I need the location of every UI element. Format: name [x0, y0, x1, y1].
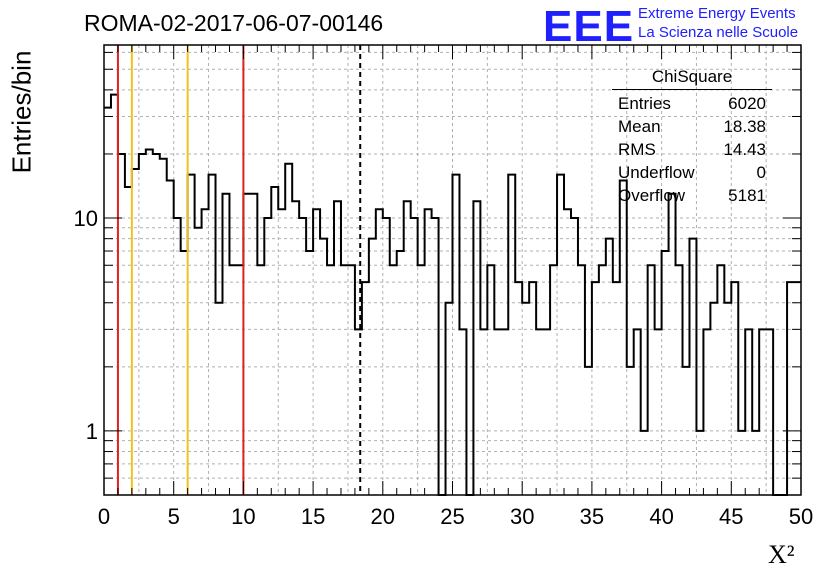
stats-value: 6020	[728, 94, 766, 113]
stats-row-rms: RMS 14.43	[612, 138, 772, 161]
stats-value: 18.38	[723, 117, 766, 136]
stats-label: Underflow	[618, 163, 695, 182]
x-tick-label: 30	[510, 504, 534, 529]
x-tick-label: 50	[789, 504, 813, 529]
stats-row-mean: Mean 18.38	[612, 115, 772, 138]
stats-row-underflow: Underflow 0	[612, 161, 772, 184]
stats-row-overflow: Overflow 5181	[612, 184, 772, 207]
y-tick-label: 1	[86, 419, 98, 444]
logo-line-2: La Scienza nelle Scuole	[638, 24, 799, 41]
x-tick-label: 15	[301, 504, 325, 529]
x-tick-label: 25	[440, 504, 464, 529]
stats-value: 0	[756, 163, 766, 182]
histogram-series	[104, 93, 801, 496]
stats-value: 5181	[728, 186, 766, 205]
x-tick-label: 10	[231, 504, 255, 529]
x-tick-label: 45	[719, 504, 743, 529]
y-tick-label: 10	[74, 206, 98, 231]
x-axis-label: X²	[768, 540, 795, 569]
eee-logo: EEE	[543, 2, 635, 51]
chart-title: ROMA-02-2017-06-07-00146	[84, 10, 384, 36]
stats-label: Overflow	[618, 186, 686, 205]
stats-box: ChiSquare Entries 6020 Mean 18.38 RMS 14…	[612, 67, 772, 207]
x-tick-label: 35	[580, 504, 604, 529]
logo-caption: Extreme Energy Events La Scienza nelle S…	[638, 4, 798, 42]
stats-label: RMS	[618, 140, 656, 159]
x-tick-label: 0	[98, 504, 110, 529]
stats-label: Mean	[618, 117, 661, 136]
x-tick-label: 40	[649, 504, 673, 529]
stats-row-entries: Entries 6020	[612, 92, 772, 115]
stats-title: ChiSquare	[612, 67, 772, 90]
x-tick-label: 5	[168, 504, 180, 529]
x-tick-label: 20	[371, 504, 395, 529]
logo-line-1: Extreme Energy Events	[638, 5, 796, 22]
stats-value: 14.43	[723, 140, 766, 159]
y-axis-label: Entries/bin	[6, 50, 37, 174]
stats-label: Entries	[618, 94, 671, 113]
